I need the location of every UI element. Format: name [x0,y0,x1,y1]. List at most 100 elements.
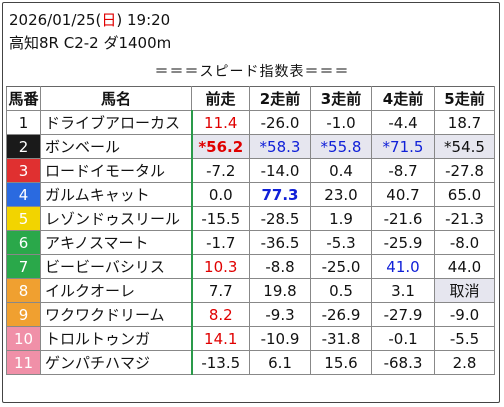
speed-index-cell: 10.3 [191,254,250,279]
horse-number-cell: 5 [6,206,41,231]
speed-index-cell: *58.3 [249,134,311,159]
col-header-5prev: 5走前 [434,86,495,111]
horse-name-cell: レゾンドゥスリール [40,206,193,231]
horse-name-cell: ロードイモータル [40,158,193,183]
speed-index-cell: *54.5 [434,134,495,159]
speed-index-cell: -5.5 [434,326,495,351]
speed-index-cell: 0.5 [310,278,372,303]
speed-index-cell: -27.9 [371,302,435,327]
horse-name-cell: ボンベール [40,134,193,159]
weekday-open: ( [95,11,102,29]
horse-name-cell: ビービーバシリス [40,254,193,279]
speed-index-cell: -13.5 [191,350,250,375]
col-header-number: 馬番 [6,86,41,111]
speed-index-cell: -8.0 [434,230,495,255]
horse-number-cell: 4 [6,182,41,207]
speed-index-cell: *56.2 [191,134,250,159]
speed-index-panel: 2026/01/25(日) 19:20 高知8R C2-2 ダ1400m ＝＝＝… [2,2,500,403]
speed-index-cell: 7.7 [191,278,250,303]
speed-index-cell: -5.3 [310,230,372,255]
table-row: 6 アキノスマート -1.7 -36.5 -5.3 -25.9 -8.0 [6,230,495,255]
speed-index-cell: -9.0 [434,302,495,327]
speed-index-cell: 11.4 [191,110,250,135]
speed-index-cell: 41.0 [371,254,435,279]
speed-index-cell: -26.0 [249,110,311,135]
horse-number-cell: 1 [6,110,41,135]
horse-number-cell: 9 [6,302,41,327]
horse-name-cell: トロルトゥンガ [40,326,193,351]
horse-name-cell: アキノスマート [40,230,193,255]
speed-index-cell: -9.3 [249,302,311,327]
horse-number-cell: 8 [6,278,41,303]
speed-index-cell: -31.8 [310,326,372,351]
speed-index-cell: -7.2 [191,158,250,183]
table-row: 3 ロードイモータル -7.2 -14.0 0.4 -8.7 -27.8 [6,158,495,183]
speed-index-cell: -0.1 [371,326,435,351]
speed-index-cell: 65.0 [434,182,495,207]
weekday: 日 [101,11,117,29]
speed-index-cell: -28.5 [249,206,311,231]
horse-number-cell: 11 [6,350,41,375]
table-row: 7 ビービーバシリス 10.3 -8.8 -25.0 41.0 44.0 [6,254,495,279]
speed-index-cell: 0.4 [310,158,372,183]
weekday-close: ) [116,11,123,29]
speed-index-cell: 15.6 [310,350,372,375]
race-info: 高知8R C2-2 ダ1400m [9,34,172,52]
horse-name-cell: ガルムキャット [40,182,193,207]
table-row: 1 ドライブアローカス 11.4 -26.0 -1.0 -4.4 18.7 [6,110,495,135]
col-header-name: 馬名 [40,86,192,111]
race-datetime: 2026/01/25(日) 19:20 [9,10,170,30]
speed-index-cell: 77.3 [249,182,311,207]
speed-index-cell: -36.5 [249,230,311,255]
speed-index-cell: -1.7 [191,230,250,255]
table-row: 5 レゾンドゥスリール -15.5 -28.5 1.9 -21.6 -21.3 [6,206,495,231]
table-row: 8 イルクオーレ 7.7 19.8 0.5 3.1 取消 [6,278,495,303]
speed-index-cell: *71.5 [371,134,435,159]
speed-index-cell: 19.8 [249,278,311,303]
col-header-2prev: 2走前 [249,86,311,111]
speed-index-cell: 18.7 [434,110,495,135]
speed-index-cell: -8.8 [249,254,311,279]
race-time: 19:20 [126,11,171,29]
speed-index-cell: 取消 [434,278,495,303]
speed-index-cell: 3.1 [371,278,435,303]
speed-index-cell: 14.1 [191,326,250,351]
speed-index-cell: -14.0 [249,158,311,183]
race-date: 2026/01/25 [9,11,96,29]
speed-index-cell: -8.7 [371,158,435,183]
table-row: 10 トロルトゥンガ 14.1 -10.9 -31.8 -0.1 -5.5 [6,326,495,351]
horse-name-cell: イルクオーレ [40,278,193,303]
speed-index-cell: -25.9 [371,230,435,255]
horse-number-cell: 3 [6,158,41,183]
speed-index-cell: -68.3 [371,350,435,375]
horse-number-cell: 7 [6,254,41,279]
header-row: 馬番 馬名 前走 2走前 3走前 4走前 5走前 [6,86,495,111]
horse-number-cell: 10 [6,326,41,351]
speed-index-cell: -26.9 [310,302,372,327]
horse-number-cell: 2 [6,134,41,159]
horse-name-cell: ドライブアローカス [40,110,193,135]
col-header-last: 前走 [191,86,250,111]
speed-index-cell: -15.5 [191,206,250,231]
speed-index-cell: -25.0 [310,254,372,279]
table-title: ＝＝＝スピード指数表＝＝＝ [154,64,350,80]
col-header-4prev: 4走前 [371,86,435,111]
speed-index-cell: 0.0 [191,182,250,207]
speed-index-cell: 40.7 [371,182,435,207]
speed-index-cell: 6.1 [249,350,311,375]
speed-index-cell: -21.6 [371,206,435,231]
horse-number-cell: 6 [6,230,41,255]
table-row: 2 ボンベール *56.2 *58.3 *55.8 *71.5 *54.5 [6,134,495,159]
speed-index-cell: 1.9 [310,206,372,231]
table-row: 9 ワクワクドリーム 8.2 -9.3 -26.9 -27.9 -9.0 [6,302,495,327]
speed-index-cell: *55.8 [310,134,372,159]
speed-index-cell: 2.8 [434,350,495,375]
speed-index-cell: -4.4 [371,110,435,135]
speed-index-cell: 23.0 [310,182,372,207]
speed-index-table: 馬番 馬名 前走 2走前 3走前 4走前 5走前 1 ドライブアローカス 11.4-… [6,86,495,375]
col-header-3prev: 3走前 [310,86,372,111]
speed-index-cell: -1.0 [310,110,372,135]
speed-index-cell: -21.3 [434,206,495,231]
speed-index-cell: -10.9 [249,326,311,351]
speed-index-cell: 44.0 [434,254,495,279]
